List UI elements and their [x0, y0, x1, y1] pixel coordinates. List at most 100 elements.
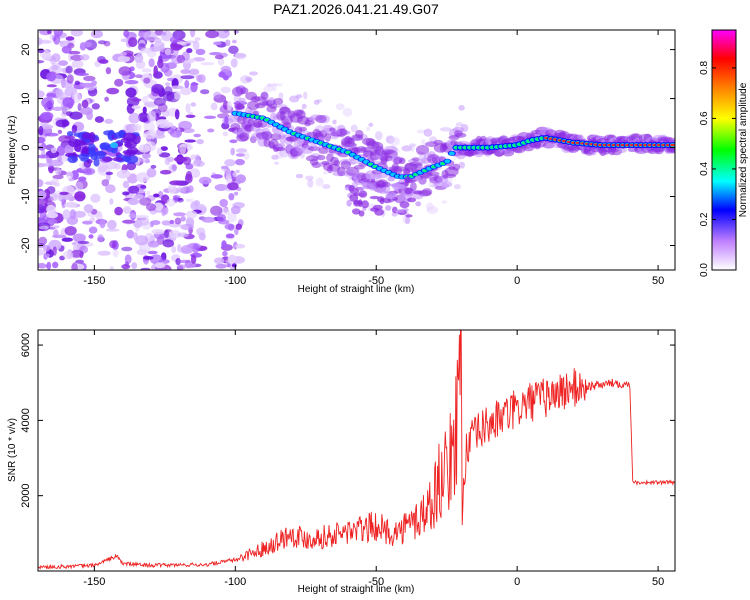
spectrogram-cell — [273, 98, 284, 105]
spectrogram-cell — [313, 99, 320, 105]
spectrogram-cell — [215, 263, 227, 269]
spectrogram-cell — [55, 168, 62, 176]
spectrogram-cell — [192, 40, 200, 51]
spectrogram-cell — [148, 46, 163, 52]
spectrogram-cell — [162, 239, 175, 248]
spectrogram-cell — [48, 239, 62, 251]
spectrogram-cell — [224, 223, 235, 230]
spectrogram-cell — [203, 115, 217, 120]
spectrogram-cell — [72, 233, 86, 242]
spectrogram-cell — [176, 264, 186, 270]
spectrogram-cell — [159, 169, 172, 175]
spectrogram-cell — [182, 128, 195, 134]
spectrogram-cell — [311, 162, 322, 168]
spectrogram-cell — [55, 88, 64, 98]
colorbar-tick-label: 0.4 — [699, 162, 710, 176]
spectrogram-cell — [61, 198, 66, 209]
spectrogram-cell — [458, 161, 465, 169]
spectrogram-cell — [226, 262, 231, 268]
spectrogram-cell — [147, 93, 152, 98]
spectrogram-cell — [198, 176, 212, 185]
spectrogram-cell — [74, 194, 86, 199]
spectrogram-x-tick-label: -50 — [368, 275, 384, 287]
spectrogram-cell — [83, 204, 94, 213]
spectrogram-cell — [398, 157, 406, 165]
spectrogram-cell — [260, 91, 269, 101]
spectrogram-cell — [111, 147, 118, 154]
spectrogram-cell — [247, 100, 260, 111]
spectrogram-cell — [145, 141, 157, 152]
spectrogram-cell — [124, 261, 129, 267]
spectrogram-cell — [66, 131, 74, 137]
spectrogram-cell — [38, 60, 45, 64]
spectrogram-cell — [448, 151, 455, 156]
spectrogram-cell — [190, 81, 198, 93]
spectrogram-cell — [61, 237, 73, 242]
spectrogram-cell — [52, 246, 57, 256]
spectrogram-cell — [342, 107, 353, 117]
spectrogram-cell — [221, 168, 228, 172]
snr-frame — [37, 329, 676, 572]
spectrogram-cell — [225, 170, 231, 177]
spectrogram-cell — [64, 226, 77, 236]
spectrogram-cell — [47, 218, 58, 225]
spectrogram-cell — [385, 205, 392, 211]
spectrogram-cell — [127, 198, 140, 206]
spectrogram-cell — [140, 267, 151, 270]
spectrogram-cell — [166, 156, 175, 163]
spectrogram-cell — [452, 127, 465, 133]
spectrogram-cell — [220, 86, 231, 94]
spectrogram-cell — [234, 52, 247, 60]
spectrogram-cell — [125, 142, 133, 147]
spectrogram-cell — [184, 139, 196, 143]
spectrogram-cell — [222, 131, 229, 137]
spectrogram-cell — [234, 191, 239, 196]
spectrogram-cell — [38, 37, 43, 46]
colorbar-ticks: 0.0 0.2 0.4 0.6 0.8 — [699, 61, 736, 277]
snr-plot-area — [38, 330, 675, 571]
spectrogram-cell — [213, 91, 222, 99]
spectrogram-cell — [184, 80, 190, 89]
spectrogram-cell — [81, 99, 89, 109]
spectrogram-cell — [122, 191, 130, 196]
spectrogram-cell — [88, 143, 96, 152]
spectrogram-cell — [46, 84, 57, 88]
spectrogram-cell — [59, 191, 69, 196]
spectrogram-cell — [303, 91, 308, 100]
spectrogram-cell — [147, 250, 158, 255]
spectrogram-cell — [76, 72, 89, 76]
spectrogram-cell — [369, 195, 380, 200]
spectrogram-cell — [97, 250, 111, 256]
spectrogram-cell — [264, 118, 270, 122]
spectrogram-cell — [166, 198, 176, 207]
spectrogram-cell — [353, 200, 364, 205]
spectrogram-cell — [239, 132, 250, 142]
spectrogram-cell — [65, 36, 75, 41]
spectrogram-cell — [169, 219, 175, 225]
spectrogram-cell — [73, 139, 87, 147]
spectrogram-cell — [230, 147, 235, 156]
spectrogram-cell — [133, 123, 142, 132]
spectrogram-cell — [218, 219, 230, 225]
spectrogram-cell — [343, 142, 357, 148]
spectrogram-cell — [444, 159, 451, 164]
spectrogram-cell — [185, 198, 194, 203]
spectrogram-cell — [274, 161, 279, 165]
spectrogram-cell — [355, 129, 364, 139]
spectrogram-cell — [157, 59, 164, 69]
spectrogram-cell — [66, 171, 74, 180]
spectrogram-cell — [43, 244, 51, 252]
spectrogram-cell — [38, 263, 47, 269]
spectrogram-cell — [324, 132, 331, 142]
spectrogram-cell — [97, 162, 108, 173]
spectrogram-cell — [50, 178, 59, 186]
spectrogram-cell — [196, 139, 205, 145]
spectrogram-cell — [458, 104, 465, 111]
spectrogram-cell — [131, 262, 138, 270]
spectrogram-cell — [66, 111, 73, 117]
spectrogram-cell — [105, 228, 120, 232]
spectrogram-cell — [38, 190, 47, 200]
